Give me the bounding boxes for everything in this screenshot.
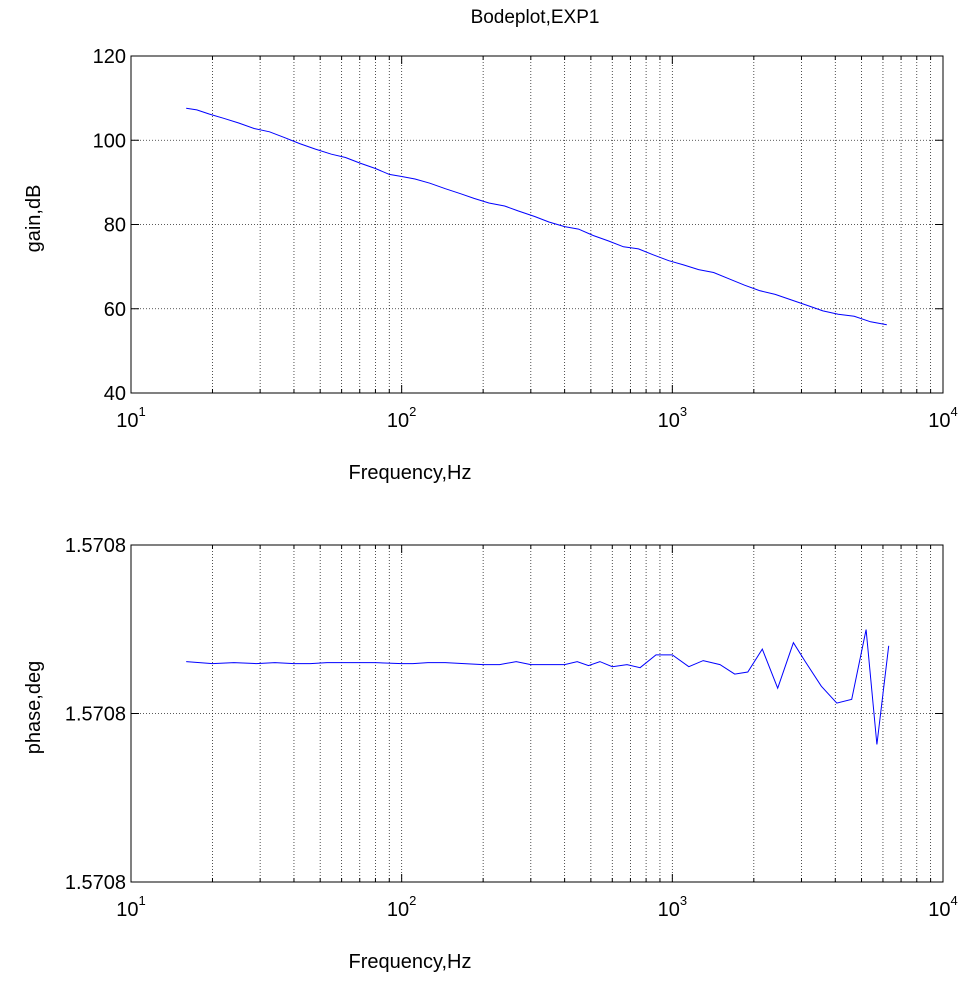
y-tick-label: 120 xyxy=(93,46,126,68)
phase-panel: 101 102 103 104 1.5708 1.5708 1.5708 Frequenc… xyxy=(23,535,958,973)
gain-y-tick-labels: 40 60 80 100 120 xyxy=(93,46,126,405)
x-tick-label: 104 xyxy=(928,404,957,432)
gain-panel: 101 102 103 104 40 60 80 100 120 Frequency,Hz g… xyxy=(23,46,958,484)
phase-grid xyxy=(130,544,943,883)
y-tick-label: 1.5708 xyxy=(65,872,126,894)
x-tick-label: 102 xyxy=(387,893,416,921)
phase-plot-frame xyxy=(130,544,944,883)
y-tick-label: 60 xyxy=(104,299,126,321)
x-tick-label: 103 xyxy=(658,404,687,432)
gain-grid xyxy=(130,55,943,394)
gain-x-axis-label: Frequency,Hz xyxy=(348,462,471,484)
phase-y-axis-label: phase,deg xyxy=(23,661,45,754)
x-tick-label: 101 xyxy=(116,893,145,921)
y-tick-label: 1.5708 xyxy=(65,704,126,726)
y-tick-label: 100 xyxy=(93,130,126,152)
y-tick-label: 80 xyxy=(104,215,126,237)
gain-x-tick-labels: 101 102 103 104 xyxy=(116,404,957,432)
phase-series-line xyxy=(186,629,890,745)
x-tick-label: 102 xyxy=(387,404,416,432)
phase-y-tick-labels: 1.5708 1.5708 1.5708 xyxy=(65,535,126,894)
y-tick-label: 40 xyxy=(104,383,126,405)
x-tick-label: 101 xyxy=(116,404,145,432)
x-tick-label: 103 xyxy=(658,893,687,921)
y-tick-label: 1.5708 xyxy=(65,535,126,557)
gain-y-axis-label: gain,dB xyxy=(23,185,45,253)
x-tick-label: 104 xyxy=(928,893,957,921)
gain-plot-frame xyxy=(130,55,944,394)
gain-series-line xyxy=(186,107,887,326)
phase-x-axis-label: Frequency,Hz xyxy=(348,951,471,973)
figure-title: Bodeplot,EXP1 xyxy=(471,7,600,28)
phase-x-tick-labels: 101 102 103 104 xyxy=(116,893,957,921)
